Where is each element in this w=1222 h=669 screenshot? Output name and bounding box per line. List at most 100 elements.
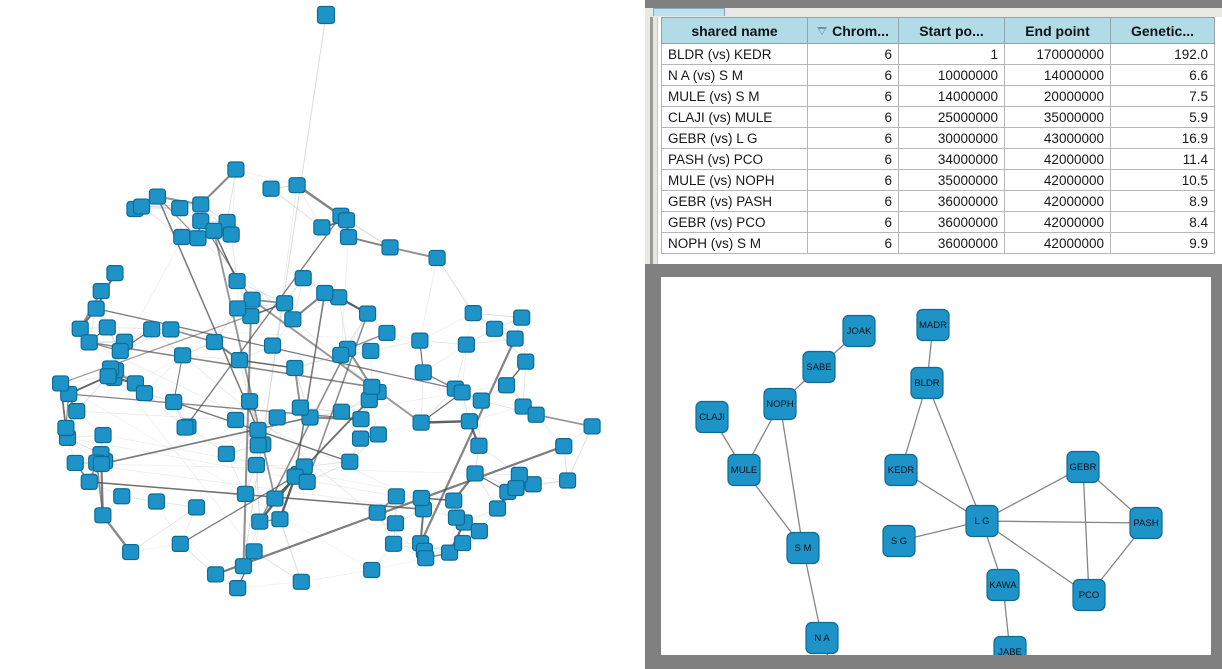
network-node[interactable] bbox=[147, 493, 166, 510]
network-node[interactable]: N A bbox=[805, 621, 839, 655]
network-node[interactable] bbox=[68, 403, 86, 420]
network-edge[interactable] bbox=[1082, 466, 1090, 596]
network-node[interactable] bbox=[236, 485, 255, 503]
network-node[interactable] bbox=[358, 305, 377, 322]
network-edge[interactable] bbox=[255, 464, 261, 522]
network-node[interactable] bbox=[412, 489, 430, 507]
network-node[interactable] bbox=[351, 430, 370, 447]
network-node[interactable] bbox=[470, 437, 488, 454]
network-edge[interactable] bbox=[302, 227, 323, 279]
network-edge[interactable] bbox=[89, 481, 424, 511]
network-node[interactable] bbox=[268, 409, 286, 426]
network-node[interactable] bbox=[99, 368, 117, 385]
network-edge[interactable] bbox=[567, 426, 593, 481]
table-row[interactable]: MULE (vs) S M 6 14000000 20000000 7.5 bbox=[661, 85, 1215, 107]
cell-chromosome[interactable]: 6 bbox=[807, 64, 899, 86]
network-node[interactable] bbox=[558, 472, 577, 489]
network-edge[interactable] bbox=[436, 257, 474, 314]
cell-genetic[interactable]: 192.0 bbox=[1110, 43, 1215, 65]
network-node[interactable] bbox=[524, 476, 542, 493]
network-edge[interactable] bbox=[179, 473, 300, 545]
network-node[interactable] bbox=[106, 265, 124, 282]
network-edge[interactable] bbox=[130, 507, 197, 553]
cell-genetic[interactable]: 8.9 bbox=[1110, 190, 1215, 212]
cell-end_point[interactable]: 35000000 bbox=[1004, 106, 1111, 128]
network-node[interactable] bbox=[286, 359, 304, 377]
cell-chromosome[interactable]: 6 bbox=[807, 106, 899, 128]
network-node[interactable] bbox=[411, 332, 429, 349]
network-node[interactable] bbox=[251, 513, 269, 530]
table-viewport[interactable]: shared name Chrom... Start po... End poi… bbox=[650, 17, 1222, 264]
network-node[interactable] bbox=[485, 320, 504, 337]
edge-table[interactable]: shared name Chrom... Start po... End poi… bbox=[661, 17, 1215, 254]
network-node[interactable] bbox=[428, 249, 446, 267]
cell-start_point[interactable]: 25000000 bbox=[898, 106, 1005, 128]
cell-genetic[interactable]: 7.5 bbox=[1110, 85, 1215, 107]
network-edge[interactable] bbox=[141, 203, 201, 208]
cell-shared_name[interactable]: MULE (vs) NOPH bbox=[661, 169, 808, 191]
network-node[interactable] bbox=[192, 196, 210, 213]
network-node[interactable] bbox=[363, 561, 381, 579]
table-tab[interactable] bbox=[653, 8, 725, 16]
network-node[interactable] bbox=[337, 212, 356, 229]
network-node[interactable] bbox=[417, 550, 435, 567]
network-node[interactable] bbox=[176, 419, 194, 436]
network-node[interactable] bbox=[245, 543, 263, 560]
cell-genetic[interactable]: 5.9 bbox=[1110, 106, 1215, 128]
network-node[interactable] bbox=[369, 426, 387, 443]
network-node[interactable] bbox=[173, 228, 191, 246]
network-node[interactable] bbox=[414, 364, 432, 381]
network-node[interactable] bbox=[205, 333, 224, 351]
network-edge[interactable] bbox=[60, 383, 372, 571]
network-node[interactable] bbox=[71, 320, 89, 337]
network-node[interactable] bbox=[464, 305, 482, 322]
network-node[interactable] bbox=[66, 454, 84, 472]
network-edge[interactable] bbox=[981, 520, 1090, 596]
network-node[interactable] bbox=[352, 411, 370, 428]
network-edge[interactable] bbox=[242, 316, 252, 567]
network-node[interactable] bbox=[135, 385, 154, 402]
cell-shared_name[interactable]: CLAJI (vs) MULE bbox=[661, 106, 808, 128]
network-edge[interactable] bbox=[239, 359, 295, 369]
table-body[interactable]: BLDR (vs) KEDR 6 1 170000000 192.0 N A (vs) S… bbox=[661, 43, 1215, 254]
network-edge[interactable] bbox=[301, 569, 372, 583]
cell-end_point[interactable]: 42000000 bbox=[1004, 190, 1111, 212]
cell-end_point[interactable]: 42000000 bbox=[1004, 211, 1111, 233]
cell-end_point[interactable]: 20000000 bbox=[1004, 85, 1111, 107]
network-node[interactable] bbox=[470, 523, 488, 540]
network-edge[interactable] bbox=[226, 169, 237, 223]
table-row[interactable]: GEBR (vs) PCO 6 36000000 42000000 8.4 bbox=[661, 211, 1215, 233]
cell-start_point[interactable]: 36000000 bbox=[898, 211, 1005, 233]
network-edge[interactable] bbox=[213, 230, 238, 282]
network-node[interactable] bbox=[262, 180, 280, 197]
network-node[interactable] bbox=[387, 488, 405, 505]
network-node[interactable] bbox=[171, 535, 189, 553]
network-edge[interactable] bbox=[101, 463, 476, 474]
network-node[interactable] bbox=[171, 200, 189, 217]
network-edge[interactable] bbox=[419, 312, 474, 342]
network-node[interactable] bbox=[363, 378, 381, 395]
network-node[interactable] bbox=[92, 455, 110, 473]
table-scrollbar[interactable] bbox=[653, 17, 658, 264]
network-node[interactable] bbox=[514, 398, 532, 415]
network-node[interactable] bbox=[445, 492, 463, 509]
network-node[interactable] bbox=[87, 300, 105, 317]
network-node[interactable] bbox=[249, 437, 267, 454]
table-row[interactable]: MULE (vs) NOPH 6 35000000 42000000 10.5 bbox=[661, 169, 1215, 191]
cell-start_point[interactable]: 14000000 bbox=[898, 85, 1005, 107]
network-node[interactable] bbox=[187, 499, 206, 516]
network-edge[interactable] bbox=[76, 410, 236, 421]
network-edge[interactable] bbox=[779, 403, 804, 549]
cell-chromosome[interactable]: 6 bbox=[807, 43, 899, 65]
network-node[interactable] bbox=[205, 222, 223, 239]
main-network-canvas[interactable] bbox=[0, 0, 645, 669]
column-header-shared-name[interactable]: shared name bbox=[661, 17, 808, 44]
network-node[interactable] bbox=[227, 411, 245, 429]
cell-genetic[interactable]: 6.6 bbox=[1110, 64, 1215, 86]
network-edge[interactable] bbox=[237, 308, 240, 361]
network-node[interactable]: CLAJI bbox=[695, 400, 729, 434]
network-node[interactable] bbox=[189, 230, 207, 247]
network-node[interactable] bbox=[284, 311, 302, 328]
network-node[interactable] bbox=[80, 334, 98, 351]
